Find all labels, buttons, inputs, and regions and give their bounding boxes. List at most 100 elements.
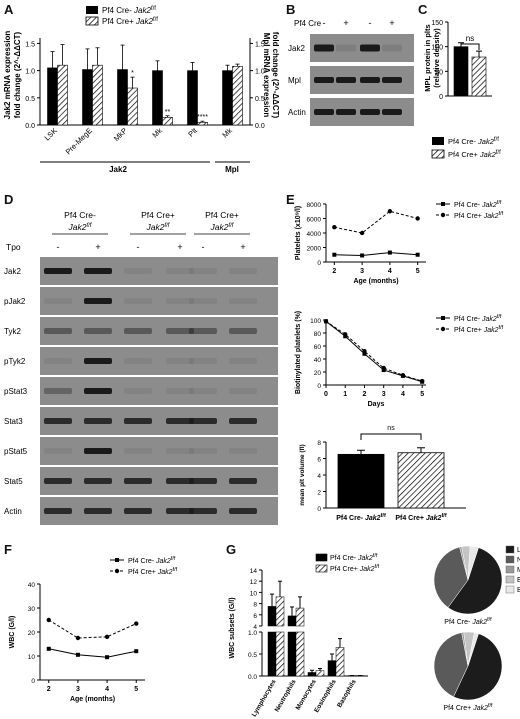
d-band xyxy=(189,508,217,514)
f-xlabel: Age (months) xyxy=(70,696,115,703)
a-bar xyxy=(127,87,138,126)
g-bar-top xyxy=(267,606,277,627)
panel-letter-e: E xyxy=(286,192,295,207)
e1-point xyxy=(360,253,365,258)
d-band xyxy=(84,358,112,364)
b-band xyxy=(382,109,402,115)
e2-point xyxy=(362,351,367,356)
f-point xyxy=(104,634,110,639)
c-bar xyxy=(471,56,487,97)
d-lane-label: + xyxy=(240,242,245,252)
a-ytick-label-right: 1.5 xyxy=(255,41,265,48)
d-row-label: pStat3 xyxy=(4,387,28,396)
c-ytick-label: 100 xyxy=(431,45,443,52)
f-ytick-label: 20 xyxy=(28,630,36,637)
d-band xyxy=(229,508,257,514)
b-band xyxy=(382,44,402,52)
b-band xyxy=(336,109,356,115)
d-group-label: Pf4 Cre+ xyxy=(205,210,239,220)
c-legend-swatch-ko xyxy=(431,149,445,159)
g-ytick-label-top: 6 xyxy=(253,613,257,620)
c-legend-ctrl: Pf4 Cre- Jak2f/f xyxy=(448,137,499,146)
e2-point xyxy=(323,319,329,324)
panel-letter-f: F xyxy=(4,542,12,557)
f-point xyxy=(134,649,139,654)
d-blot-strip xyxy=(40,437,278,465)
f-legend-label: Pf4 Cre- Jak2f/f xyxy=(128,556,176,565)
e2-point xyxy=(381,365,386,371)
d-band xyxy=(189,388,217,394)
a-group-mpl: Mpl xyxy=(225,165,239,174)
d-band xyxy=(84,388,112,394)
g-category-label: Lymphocytes xyxy=(251,678,278,718)
g-bar-top xyxy=(275,596,285,627)
g-pie-legend-label: Ba xyxy=(517,587,520,594)
d-band xyxy=(44,388,72,394)
d-band xyxy=(166,448,194,454)
f-ytick-label: 40 xyxy=(28,582,36,589)
g-bar-top xyxy=(287,615,297,627)
g-pie-slice xyxy=(447,547,503,615)
e3-ytick-label: 0 xyxy=(317,506,321,513)
c-ylabel-2: (relative density) xyxy=(432,28,441,88)
d-band xyxy=(189,448,217,454)
d-row-label: pJak2 xyxy=(4,297,26,306)
d-band xyxy=(166,358,194,364)
e2-series-line xyxy=(325,320,423,383)
e1-ytick-label: 2000 xyxy=(307,246,322,253)
e3-category-label: Pf4 Cre+ Jak2f/f xyxy=(395,513,446,522)
a-bar xyxy=(187,70,198,126)
b-band xyxy=(314,77,334,83)
a-bar xyxy=(117,69,128,126)
a-ytick-label-left: 1.5 xyxy=(25,41,35,48)
f-point xyxy=(105,655,110,660)
e3-ytick-label: 6 xyxy=(317,457,321,464)
d-lane-label: + xyxy=(177,242,182,252)
e2-legend-label: Pf4 Cre+ Jak2f/f xyxy=(454,325,504,334)
a-group-jak2: Jak2 xyxy=(109,165,127,174)
d-band xyxy=(229,418,257,424)
g-bar-bottom xyxy=(275,631,285,677)
e2-xtick-label: 2 xyxy=(363,391,367,398)
g-bar xyxy=(307,672,317,677)
d-band xyxy=(44,448,72,454)
e3-bar xyxy=(397,452,445,509)
panel-letter-a: A xyxy=(4,2,14,17)
b-row-label: Mpl xyxy=(288,76,301,85)
d-blot-strip xyxy=(40,317,278,345)
e3-ns-label: ns xyxy=(387,425,395,432)
d-band xyxy=(166,298,194,304)
d-band xyxy=(189,358,217,364)
a-ytick-label-left: 0.0 xyxy=(25,123,35,130)
c-ytick-label: 0 xyxy=(439,94,443,101)
d-band xyxy=(84,448,112,454)
f-legend-label: Pf4 Cre+ Jak2f/f xyxy=(128,567,178,576)
b-band xyxy=(314,109,334,115)
g-pie-label: Pf4 Cre+ Jak2f/f xyxy=(443,703,493,712)
d-band xyxy=(84,298,112,304)
a-legend-ko: Pf4 Cre+ Jak2f/f xyxy=(102,17,158,26)
g-bar-top xyxy=(295,607,305,627)
d-group-gene: Jak2f/f xyxy=(210,222,235,232)
d-band xyxy=(229,298,257,304)
d-lane-label: + xyxy=(95,242,100,252)
d-lane-label: - xyxy=(137,242,140,252)
g-legend-swatch xyxy=(315,553,328,562)
b-band xyxy=(336,44,356,52)
g-pie-slice xyxy=(467,632,479,667)
f-legend-marker xyxy=(114,568,120,574)
f-point xyxy=(134,621,139,626)
e2-point xyxy=(419,378,425,384)
e2-point xyxy=(400,373,406,378)
e1-xlabel: Age (months) xyxy=(353,278,398,285)
d-blot-strip xyxy=(40,257,278,285)
c-bar xyxy=(453,46,469,97)
panel-c-chart: MPL protein in plts (relative density) 0… xyxy=(423,20,501,159)
f-xtick-label: 5 xyxy=(134,686,138,693)
d-group-sup: f/f xyxy=(86,223,92,229)
g-pie-slice xyxy=(433,546,469,608)
d-row-label: Jak2 xyxy=(4,267,21,276)
e2-point xyxy=(343,332,348,337)
d-band xyxy=(124,298,152,304)
e2-point xyxy=(362,349,367,354)
